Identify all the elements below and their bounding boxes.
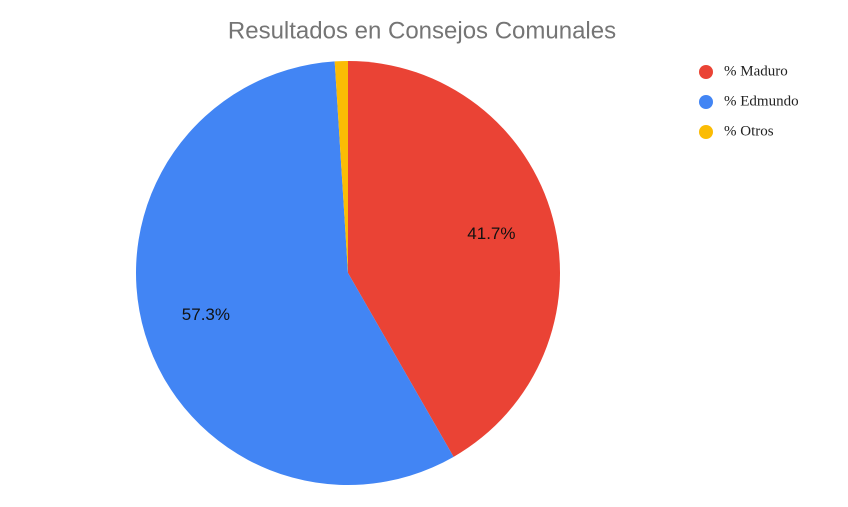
pie-slice bbox=[334, 61, 348, 273]
pie-slice bbox=[348, 61, 560, 457]
value-label: 57.3% bbox=[182, 305, 230, 324]
legend-swatch bbox=[699, 125, 713, 139]
legend-swatch bbox=[699, 65, 713, 79]
legend-label: % Maduro bbox=[724, 63, 788, 79]
chart-title: Resultados en Consejos Comunales bbox=[228, 17, 616, 44]
value-label: 41.7% bbox=[467, 224, 515, 243]
legend-swatch bbox=[699, 95, 713, 109]
legend-label: % Otros bbox=[724, 123, 774, 139]
legend-label: % Edmundo bbox=[724, 93, 799, 109]
pie-slice bbox=[136, 61, 454, 485]
